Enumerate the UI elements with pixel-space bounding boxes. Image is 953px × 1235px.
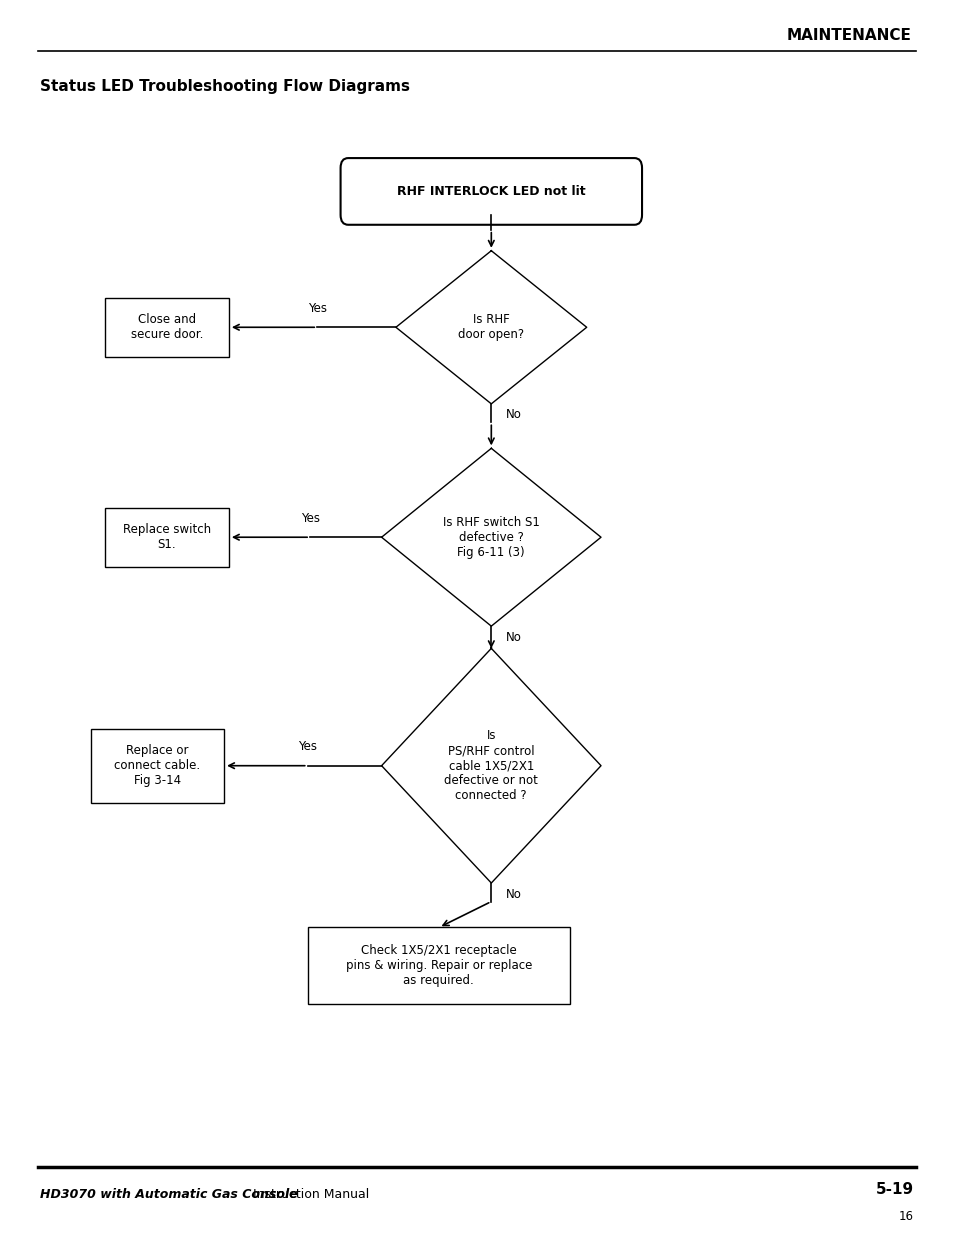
Text: No: No xyxy=(505,631,521,643)
Text: Instruction Manual: Instruction Manual xyxy=(245,1188,369,1200)
Text: Is RHF
door open?: Is RHF door open? xyxy=(457,314,524,341)
Text: Status LED Troubleshooting Flow Diagrams: Status LED Troubleshooting Flow Diagrams xyxy=(40,79,410,94)
Text: Close and
secure door.: Close and secure door. xyxy=(131,314,203,341)
Text: 5-19: 5-19 xyxy=(875,1182,913,1197)
Text: Yes: Yes xyxy=(300,511,319,525)
Text: Is
PS/RHF control
cable 1X5/2X1
defective or not
connected ?: Is PS/RHF control cable 1X5/2X1 defectiv… xyxy=(444,729,537,803)
Text: MAINTENANCE: MAINTENANCE xyxy=(785,28,910,43)
Text: No: No xyxy=(505,888,521,900)
Text: Is RHF switch S1
defective ?
Fig 6-11 (3): Is RHF switch S1 defective ? Fig 6-11 (3… xyxy=(442,516,539,558)
FancyBboxPatch shape xyxy=(91,729,224,803)
FancyBboxPatch shape xyxy=(340,158,641,225)
Text: 16: 16 xyxy=(898,1210,913,1223)
FancyBboxPatch shape xyxy=(105,508,229,567)
FancyBboxPatch shape xyxy=(105,298,229,357)
FancyBboxPatch shape xyxy=(307,927,570,1004)
Text: Check 1X5/2X1 receptacle
pins & wiring. Repair or replace
as required.: Check 1X5/2X1 receptacle pins & wiring. … xyxy=(345,945,532,987)
Text: HD3070 with Automatic Gas Console: HD3070 with Automatic Gas Console xyxy=(40,1188,297,1200)
Text: Replace switch
S1.: Replace switch S1. xyxy=(123,524,211,551)
Text: Replace or
connect cable.
Fig 3-14: Replace or connect cable. Fig 3-14 xyxy=(114,745,200,787)
Text: Yes: Yes xyxy=(298,740,316,753)
Text: RHF INTERLOCK LED not lit: RHF INTERLOCK LED not lit xyxy=(396,185,585,198)
Text: Yes: Yes xyxy=(308,301,326,315)
Text: No: No xyxy=(505,409,521,421)
